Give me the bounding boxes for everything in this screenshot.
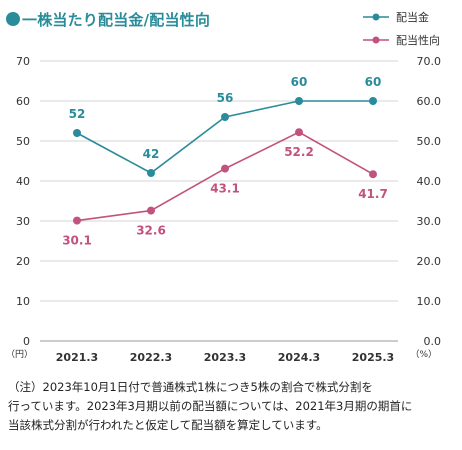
footnote-line: 行っています。2023年3月期以前の配当額については、2021年3月期の期首に [8, 399, 413, 413]
data-label: 43.1 [210, 182, 240, 196]
left-axis-tick-label: 60 [16, 95, 30, 108]
left-axis-tick-label: 50 [16, 135, 30, 148]
right-axis-unit: （%） [410, 349, 437, 360]
chart-title: 一株当たり配当金/配当性向 [22, 10, 211, 29]
data-label: 52.2 [284, 145, 314, 159]
right-axis-tick-label: 50.0 [417, 135, 442, 148]
left-axis-tick-label: 20 [16, 255, 30, 268]
right-axis-tick-label: 10.0 [417, 295, 442, 308]
left-axis-unit: （円） [6, 349, 33, 360]
x-axis-tick-label: 2022.3 [130, 351, 172, 364]
right-axis-tick-label: 30.0 [417, 215, 442, 228]
legend-label: 配当金 [396, 10, 429, 24]
data-point [73, 216, 81, 225]
data-label: 60 [365, 75, 382, 89]
data-label: 56 [217, 91, 234, 105]
right-axis-tick-label: 70.0 [417, 55, 442, 68]
x-axis-tick-label: 2023.3 [204, 351, 246, 364]
right-axis-tick-label: 40.0 [417, 175, 442, 188]
x-axis-tick-label: 2025.3 [352, 351, 394, 364]
chart: 0 10 20 30 40 50 60 70 0.0 10.0 20.0 30.0 40.0 50.0 60… [6, 10, 442, 364]
x-axis-tick-label: 2024.3 [278, 351, 320, 364]
data-point [73, 129, 81, 137]
footnote-line: （注）2023年10月1日付で普通株式1株につき5株の割合で株式分割を [8, 380, 373, 394]
right-axis-tick-label: 0.0 [424, 335, 442, 348]
left-axis-tick-label: 0 [23, 335, 30, 348]
data-point [147, 169, 155, 177]
data-point [221, 164, 229, 173]
data-label: 60 [291, 75, 308, 89]
data-point [221, 113, 229, 121]
footnote: （注）2023年10月1日付で普通株式1株につき5株の割合で株式分割を 行ってい… [8, 378, 458, 435]
left-axis-tick-label: 30 [16, 215, 30, 228]
series-line-payout-ratio [76, 131, 374, 222]
x-axis-tick-label: 2021.3 [56, 351, 98, 364]
data-point [147, 206, 155, 215]
chart-header: 一株当たり配当金/配当性向 [6, 8, 210, 30]
legend-marker [372, 36, 380, 44]
legend-marker [372, 13, 380, 21]
data-point [295, 97, 303, 105]
data-label: 42 [143, 147, 160, 161]
data-label: 32.6 [136, 224, 166, 238]
data-label: 52 [69, 107, 86, 121]
left-axis-tick-label: 10 [16, 295, 30, 308]
series-line-dividend [76, 100, 373, 174]
left-axis-tick-label: 40 [16, 175, 30, 188]
data-point [295, 128, 303, 137]
footnote-line: 当該株式分割が行われたと仮定して配当額を算定しています。 [8, 418, 328, 432]
legend-label: 配当性向 [396, 33, 440, 47]
data-label: 30.1 [62, 234, 92, 248]
right-axis-tick-label: 60.0 [417, 95, 442, 108]
right-axis-tick-label: 20.0 [417, 255, 442, 268]
left-axis-tick-label: 70 [16, 55, 30, 68]
data-point [369, 170, 377, 179]
data-label: 41.7 [358, 187, 388, 201]
data-point [369, 97, 377, 105]
title-bullet-icon [6, 12, 20, 26]
